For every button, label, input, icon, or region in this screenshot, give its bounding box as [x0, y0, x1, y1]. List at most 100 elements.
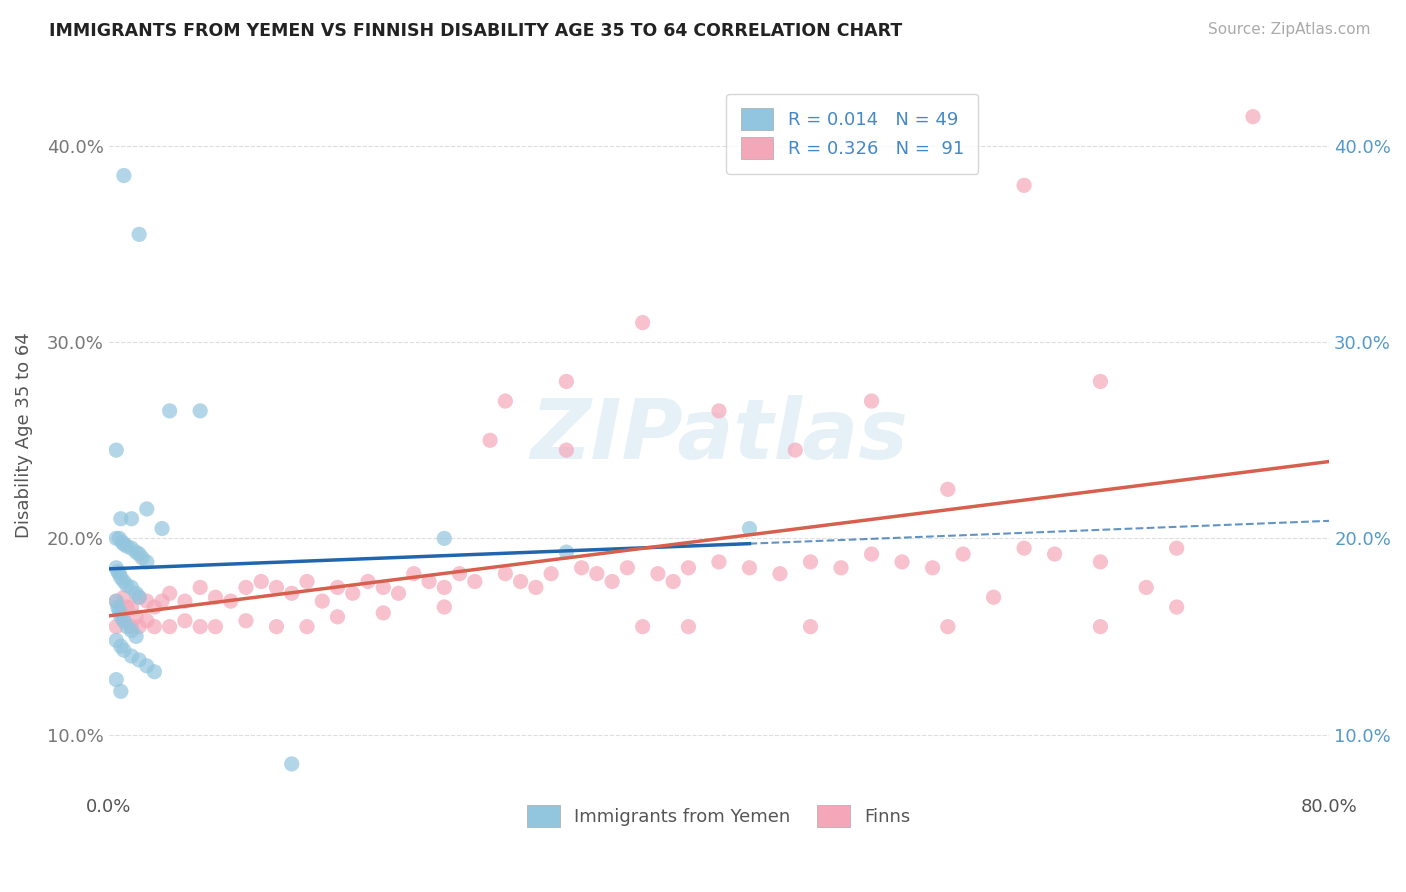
Point [1241, 110, 1264, 124]
Point [799, 620, 821, 634]
Point [105, 532, 128, 546]
Point [1135, 581, 1157, 595]
Point [112, 614, 135, 628]
Point [115, 620, 138, 634]
Point [509, 574, 531, 589]
Point [135, 658, 157, 673]
Point [110, 610, 132, 624]
Point [571, 561, 593, 575]
Point [662, 574, 685, 589]
Point [121, 600, 143, 615]
Point [128, 227, 150, 242]
Point [121, 512, 143, 526]
Point [555, 545, 578, 559]
Point [387, 586, 409, 600]
Point [121, 541, 143, 556]
Point [769, 566, 792, 581]
Text: IMMIGRANTS FROM YEMEN VS FINNISH DISABILITY AGE 35 TO 64 CORRELATION CHART: IMMIGRANTS FROM YEMEN VS FINNISH DISABIL… [49, 22, 903, 40]
Point [121, 581, 143, 595]
Y-axis label: Disability Age 35 to 64: Disability Age 35 to 64 [15, 333, 32, 538]
Point [115, 539, 138, 553]
Point [105, 594, 128, 608]
Point [107, 565, 129, 579]
Point [449, 566, 471, 581]
Legend: Immigrants from Yemen, Finns: Immigrants from Yemen, Finns [520, 798, 918, 834]
Point [105, 673, 128, 687]
Point [159, 620, 181, 634]
Point [112, 537, 135, 551]
Point [128, 620, 150, 634]
Point [402, 566, 425, 581]
Point [128, 653, 150, 667]
Point [250, 574, 273, 589]
Point [1166, 541, 1188, 556]
Point [107, 600, 129, 615]
Point [112, 614, 135, 628]
Point [540, 566, 562, 581]
Point [738, 522, 761, 536]
Point [983, 591, 1005, 605]
Point [105, 620, 128, 634]
Point [1090, 620, 1112, 634]
Point [131, 551, 153, 566]
Point [188, 581, 211, 595]
Point [143, 620, 166, 634]
Point [373, 606, 395, 620]
Point [433, 600, 456, 615]
Point [159, 404, 181, 418]
Point [1012, 178, 1035, 193]
Point [121, 620, 143, 634]
Point [110, 684, 132, 698]
Point [860, 394, 883, 409]
Point [1090, 375, 1112, 389]
Point [111, 535, 134, 549]
Point [110, 512, 132, 526]
Point [707, 555, 730, 569]
Point [631, 316, 654, 330]
Point [112, 169, 135, 183]
Point [110, 639, 132, 653]
Point [125, 545, 148, 559]
Point [295, 574, 318, 589]
Point [235, 614, 257, 628]
Point [112, 591, 135, 605]
Point [115, 600, 138, 615]
Point [631, 620, 654, 634]
Point [1043, 547, 1066, 561]
Point [150, 594, 173, 608]
Point [125, 586, 148, 600]
Point [280, 586, 302, 600]
Point [1166, 600, 1188, 615]
Point [586, 566, 609, 581]
Point [105, 633, 128, 648]
Point [108, 604, 131, 618]
Point [647, 566, 669, 581]
Point [326, 581, 349, 595]
Point [112, 574, 135, 589]
Point [128, 591, 150, 605]
Point [280, 756, 302, 771]
Point [600, 574, 623, 589]
Point [799, 555, 821, 569]
Point [494, 394, 516, 409]
Point [125, 610, 148, 624]
Point [235, 581, 257, 595]
Point [678, 620, 700, 634]
Point [952, 547, 974, 561]
Point [188, 404, 211, 418]
Point [524, 581, 547, 595]
Point [108, 532, 131, 546]
Point [159, 586, 181, 600]
Point [128, 591, 150, 605]
Point [204, 591, 226, 605]
Point [105, 443, 128, 458]
Point [121, 648, 143, 663]
Point [266, 620, 288, 634]
Point [105, 594, 128, 608]
Point [921, 561, 943, 575]
Point [433, 581, 456, 595]
Point [678, 561, 700, 575]
Point [174, 594, 197, 608]
Point [266, 581, 288, 595]
Point [135, 594, 157, 608]
